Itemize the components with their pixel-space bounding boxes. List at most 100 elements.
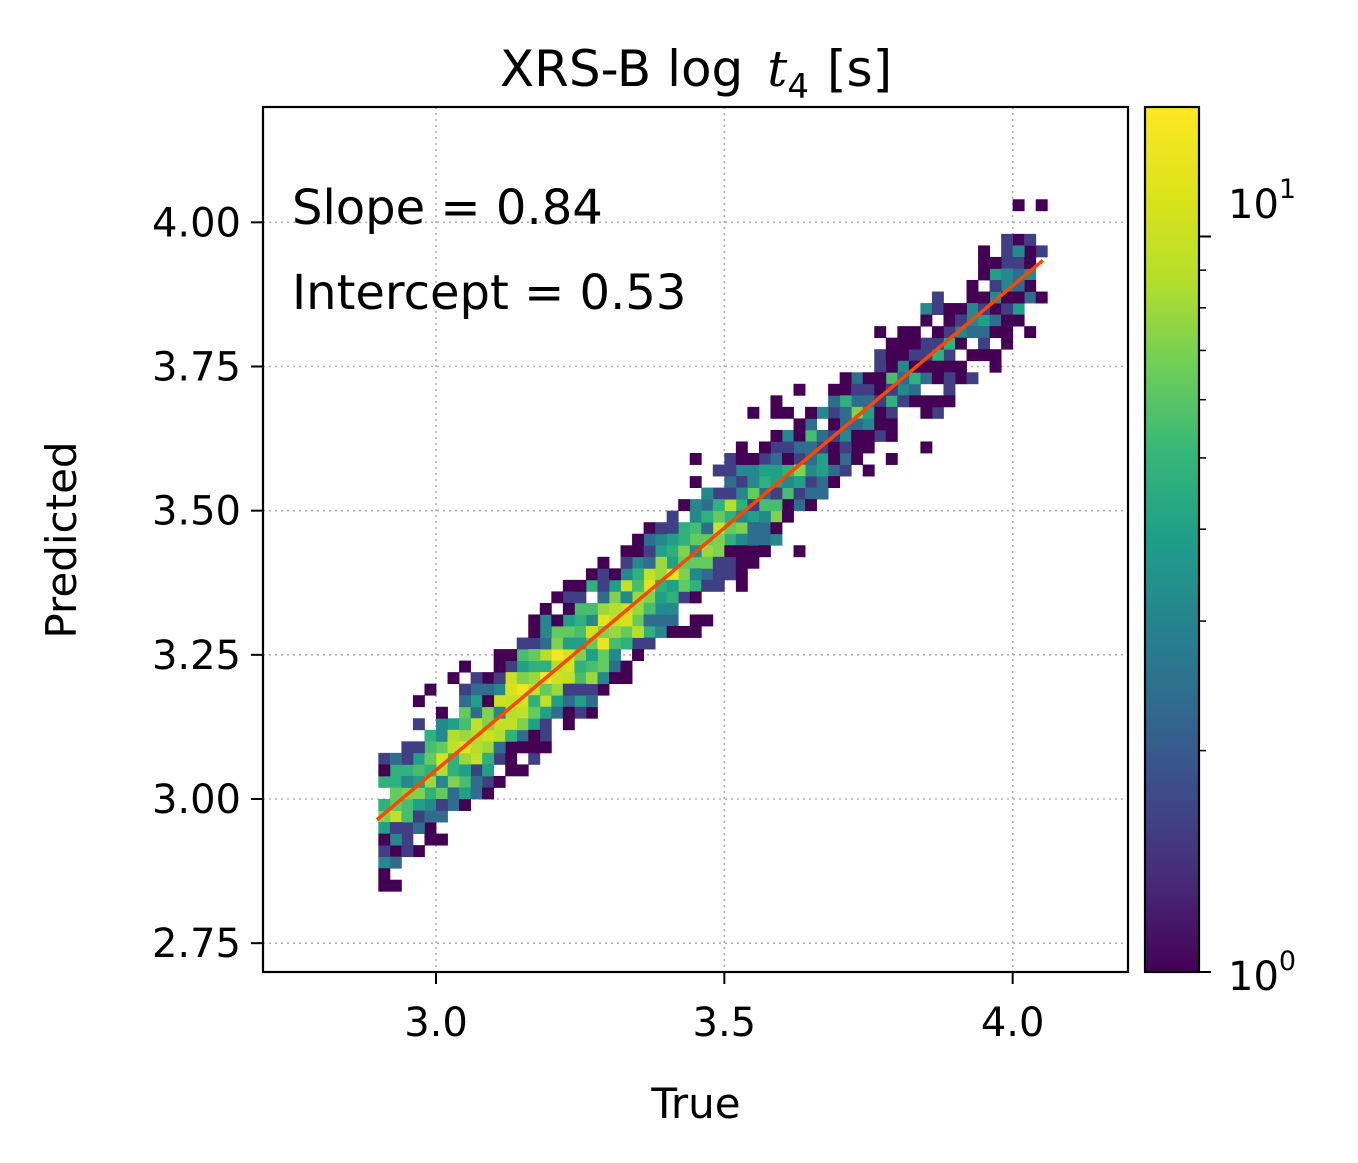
histogram-cell	[482, 729, 495, 742]
histogram-cell	[666, 568, 679, 581]
histogram-cell	[943, 337, 956, 350]
histogram-cell	[643, 614, 656, 627]
histogram-cell	[562, 706, 575, 719]
histogram-cell	[943, 349, 956, 362]
histogram-cell	[459, 799, 471, 811]
histogram-cell	[574, 649, 587, 661]
histogram-cell	[1001, 280, 1014, 292]
histogram-cell	[897, 349, 910, 362]
x-axis-label: True	[650, 1079, 740, 1128]
histogram-cell	[805, 406, 817, 419]
histogram-cell	[931, 349, 944, 362]
histogram-cell	[389, 856, 402, 869]
histogram-cell	[655, 533, 668, 546]
histogram-cell	[735, 453, 748, 465]
histogram-cell	[747, 476, 760, 488]
histogram-cell	[412, 822, 425, 834]
histogram-cell	[689, 591, 702, 604]
histogram-cell	[735, 556, 748, 569]
histogram-cell	[632, 637, 644, 650]
histogram-cell	[747, 522, 760, 535]
histogram-cell	[493, 695, 506, 708]
histogram-cell	[585, 672, 598, 685]
histogram-cell	[793, 499, 806, 512]
histogram-cell	[724, 499, 737, 512]
histogram-cell	[885, 360, 898, 373]
histogram-cell	[447, 752, 460, 765]
histogram-cell	[412, 695, 425, 708]
histogram-cell	[989, 314, 1002, 327]
histogram-cell	[493, 649, 506, 661]
histogram-cell	[459, 660, 471, 673]
histogram-cell	[482, 695, 495, 708]
histogram-cells	[378, 199, 1048, 892]
histogram-cell	[666, 556, 679, 569]
histogram-cell	[655, 545, 668, 558]
histogram-cell	[516, 660, 529, 673]
histogram-cell	[412, 718, 425, 731]
histogram-cell	[724, 464, 737, 477]
histogram-cell	[851, 372, 864, 385]
y-tick-label: 3.25	[152, 633, 241, 679]
histogram-cell	[1012, 268, 1025, 281]
histogram-cell	[447, 799, 460, 811]
histogram-cell	[470, 672, 483, 685]
histogram-cell	[655, 556, 668, 569]
histogram-cell	[585, 614, 598, 627]
histogram-cell	[562, 602, 575, 615]
histogram-cell	[401, 833, 414, 846]
histogram-cell	[516, 637, 529, 650]
histogram-cell	[978, 256, 990, 269]
chart-title-variable: t	[767, 40, 788, 98]
histogram-cell	[689, 579, 702, 592]
histogram-cell	[424, 752, 437, 765]
histogram-cell	[1001, 314, 1014, 327]
histogram-cell	[597, 556, 610, 569]
histogram-cell	[378, 810, 391, 823]
histogram-cell	[516, 729, 529, 742]
histogram-cell	[1035, 199, 1048, 212]
histogram-cell	[874, 418, 887, 431]
histogram-cell	[828, 383, 841, 396]
histogram-cell	[505, 741, 518, 754]
histogram-cell	[851, 395, 864, 408]
histogram-cell	[585, 568, 598, 581]
histogram-cell	[574, 706, 587, 719]
histogram-cell	[470, 787, 483, 800]
histogram-cell	[793, 487, 806, 500]
histogram-cell	[989, 256, 1002, 269]
histogram-cell	[516, 695, 529, 708]
histogram-cell	[805, 499, 817, 512]
histogram-cell	[620, 614, 633, 627]
histogram-cell	[966, 349, 979, 362]
histogram-cell	[562, 591, 575, 604]
histogram-cell	[632, 533, 644, 546]
histogram-cell	[955, 337, 967, 350]
histogram-cell	[539, 660, 552, 673]
histogram-cell	[597, 591, 610, 604]
histogram-cell	[643, 568, 656, 581]
histogram-cell	[516, 718, 529, 731]
histogram-cell	[436, 741, 448, 754]
histogram-cell	[516, 764, 529, 777]
histogram-cell	[551, 672, 564, 685]
chart-title-subscript: 4	[787, 67, 809, 107]
histogram-cell	[689, 476, 702, 488]
histogram-cell	[793, 545, 806, 558]
histogram-cell	[528, 649, 541, 661]
histogram-cell	[632, 556, 644, 569]
histogram-cell	[724, 522, 737, 535]
histogram-cell	[1012, 291, 1025, 304]
histogram-cell	[978, 291, 990, 304]
histogram-cell	[874, 360, 887, 373]
histogram-cell	[678, 579, 691, 592]
histogram-cell	[874, 383, 887, 396]
histogram-cell	[482, 764, 495, 777]
histogram-cell	[493, 683, 506, 696]
histogram-cell	[839, 441, 852, 454]
histogram-cell	[436, 775, 448, 788]
histogram-cell	[643, 533, 656, 546]
histogram-cell	[666, 522, 679, 535]
histogram-cell	[632, 626, 644, 638]
